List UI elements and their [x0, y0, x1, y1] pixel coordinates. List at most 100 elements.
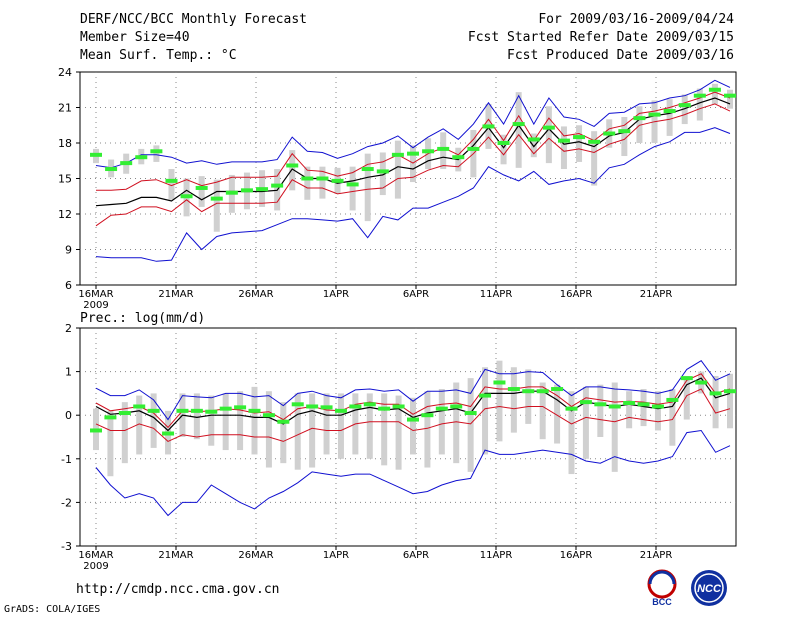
temp-year-label: 2009	[83, 300, 108, 311]
prec-range-bar	[208, 395, 215, 446]
forecast-period: For 2009/03/16-2009/04/24	[538, 12, 734, 27]
prec-range-bar	[539, 382, 546, 440]
temp-median-marker	[618, 129, 631, 134]
temp-median-marker	[346, 182, 359, 187]
prec-range-bar	[251, 386, 258, 455]
temp-median-marker	[437, 146, 450, 151]
prec-y-tick-label: 0	[65, 409, 72, 422]
prec-range-bar	[438, 389, 445, 455]
prec-min-line	[95, 429, 731, 517]
prec-median-marker	[334, 408, 347, 413]
prec-x-tick-label: 26MAR	[238, 550, 273, 561]
temp-range-bar	[379, 152, 386, 196]
temp-median-marker	[542, 125, 555, 130]
temp-median-marker	[90, 152, 102, 157]
ncc-logo-ring	[694, 573, 724, 603]
prec-range-bar	[626, 391, 633, 429]
prec-median-marker	[118, 411, 131, 416]
prec-median-marker	[666, 397, 679, 402]
chart-title: DERF/NCC/BCC Monthly Forecast	[80, 12, 307, 27]
bcc-logo-text: BCC	[652, 597, 672, 607]
prec-y-tick-label: -3	[61, 540, 72, 553]
prec-median-marker	[680, 376, 693, 381]
prec-median-marker	[306, 404, 319, 409]
temp-median-marker	[422, 149, 435, 154]
source-url[interactable]: http://cmdp.ncc.cma.gov.cn	[76, 582, 280, 597]
temp-range-bar	[500, 134, 507, 165]
prec-median-marker	[320, 405, 333, 410]
prec-range-bar	[424, 391, 431, 468]
temp-median-marker	[467, 146, 480, 151]
prec-p25-line	[95, 388, 731, 442]
prec-range-bar	[654, 391, 661, 431]
prec-range-bar	[193, 393, 200, 440]
prec-range-bar	[107, 410, 114, 477]
temp-x-tick-label: 1APR	[323, 289, 349, 300]
prec-range-bar	[366, 393, 373, 459]
temp-x-tick-label: 21APR	[640, 289, 673, 300]
prec-median-marker	[219, 406, 232, 411]
prec-range-bar	[323, 393, 330, 455]
prec-median-marker	[147, 408, 160, 413]
prec-range-bar	[669, 389, 676, 446]
prec-range-bar	[611, 382, 618, 472]
temp-range-bar	[213, 179, 220, 232]
ncc-logo-disc	[691, 570, 727, 606]
temp-range-bar	[394, 140, 401, 199]
temp-range-bar	[289, 150, 296, 191]
bcc-logo: BCC	[647, 569, 677, 607]
bcc-logo-arc	[648, 570, 676, 585]
temp-range-bar	[530, 133, 537, 158]
temp-range-bar	[560, 126, 567, 170]
ncc-logo-text: NCC	[697, 583, 722, 595]
prec-median-marker	[623, 400, 636, 405]
temp-median-marker	[678, 103, 691, 108]
prec-median-marker	[464, 411, 477, 416]
temp-y-tick-label: 18	[58, 137, 72, 150]
temp-range-bar	[364, 153, 371, 222]
temp-range-bar	[636, 106, 643, 143]
temp-median-marker	[724, 93, 736, 98]
prec-y-tick-label: -2	[61, 496, 72, 509]
prec-median-marker	[104, 415, 117, 420]
temp-y-tick-label: 12	[58, 208, 72, 221]
prec-median-marker	[407, 417, 419, 422]
prec-x-tick-label: 21APR	[640, 550, 673, 561]
temp-x-tick-label: 21MAR	[158, 289, 193, 300]
prec-median-marker	[507, 387, 520, 392]
temp-x-tick-label: 26MAR	[238, 289, 273, 300]
prec-range-bar	[136, 395, 143, 455]
prec-range-bar	[467, 378, 474, 472]
temp-median-marker	[391, 152, 404, 157]
prec-y-tick-label: -1	[61, 453, 72, 466]
temp-median-marker	[316, 176, 329, 181]
temp-median-marker	[512, 122, 525, 127]
temp-median-marker	[452, 155, 465, 160]
prec-x-tick-label: 16MAR	[78, 550, 113, 561]
prec-x-tick-label: 11APR	[480, 550, 513, 561]
prec-mean-line	[95, 377, 731, 432]
temp-range-bar	[153, 145, 160, 162]
prec-range-bar	[525, 369, 532, 424]
temp-median-marker	[150, 149, 163, 154]
temp-range-bar	[319, 166, 326, 199]
temp-max-line	[95, 79, 731, 169]
prec-range-bar	[510, 367, 517, 433]
temp-median-marker	[120, 161, 133, 166]
prec-range-bar	[237, 391, 244, 451]
temp-median-marker	[708, 87, 721, 92]
temp-median-marker	[603, 131, 616, 136]
prec-range-bar	[568, 391, 575, 475]
temp-p25-line	[95, 103, 731, 227]
prec-median-marker	[291, 402, 304, 407]
temp-median-marker	[195, 185, 208, 190]
temp-median-marker	[105, 167, 118, 172]
forecast-produced: Fcst Produced Date 2009/03/16	[507, 48, 734, 63]
temp-x-tick-label: 11APR	[480, 289, 513, 300]
prec-y-tick-label: 2	[65, 322, 72, 335]
prec-median-marker	[637, 402, 650, 407]
temp-range-bar	[515, 92, 522, 168]
temp-median-marker	[331, 178, 344, 183]
prec-range-bar	[640, 389, 647, 427]
temp-median-marker	[588, 139, 601, 144]
